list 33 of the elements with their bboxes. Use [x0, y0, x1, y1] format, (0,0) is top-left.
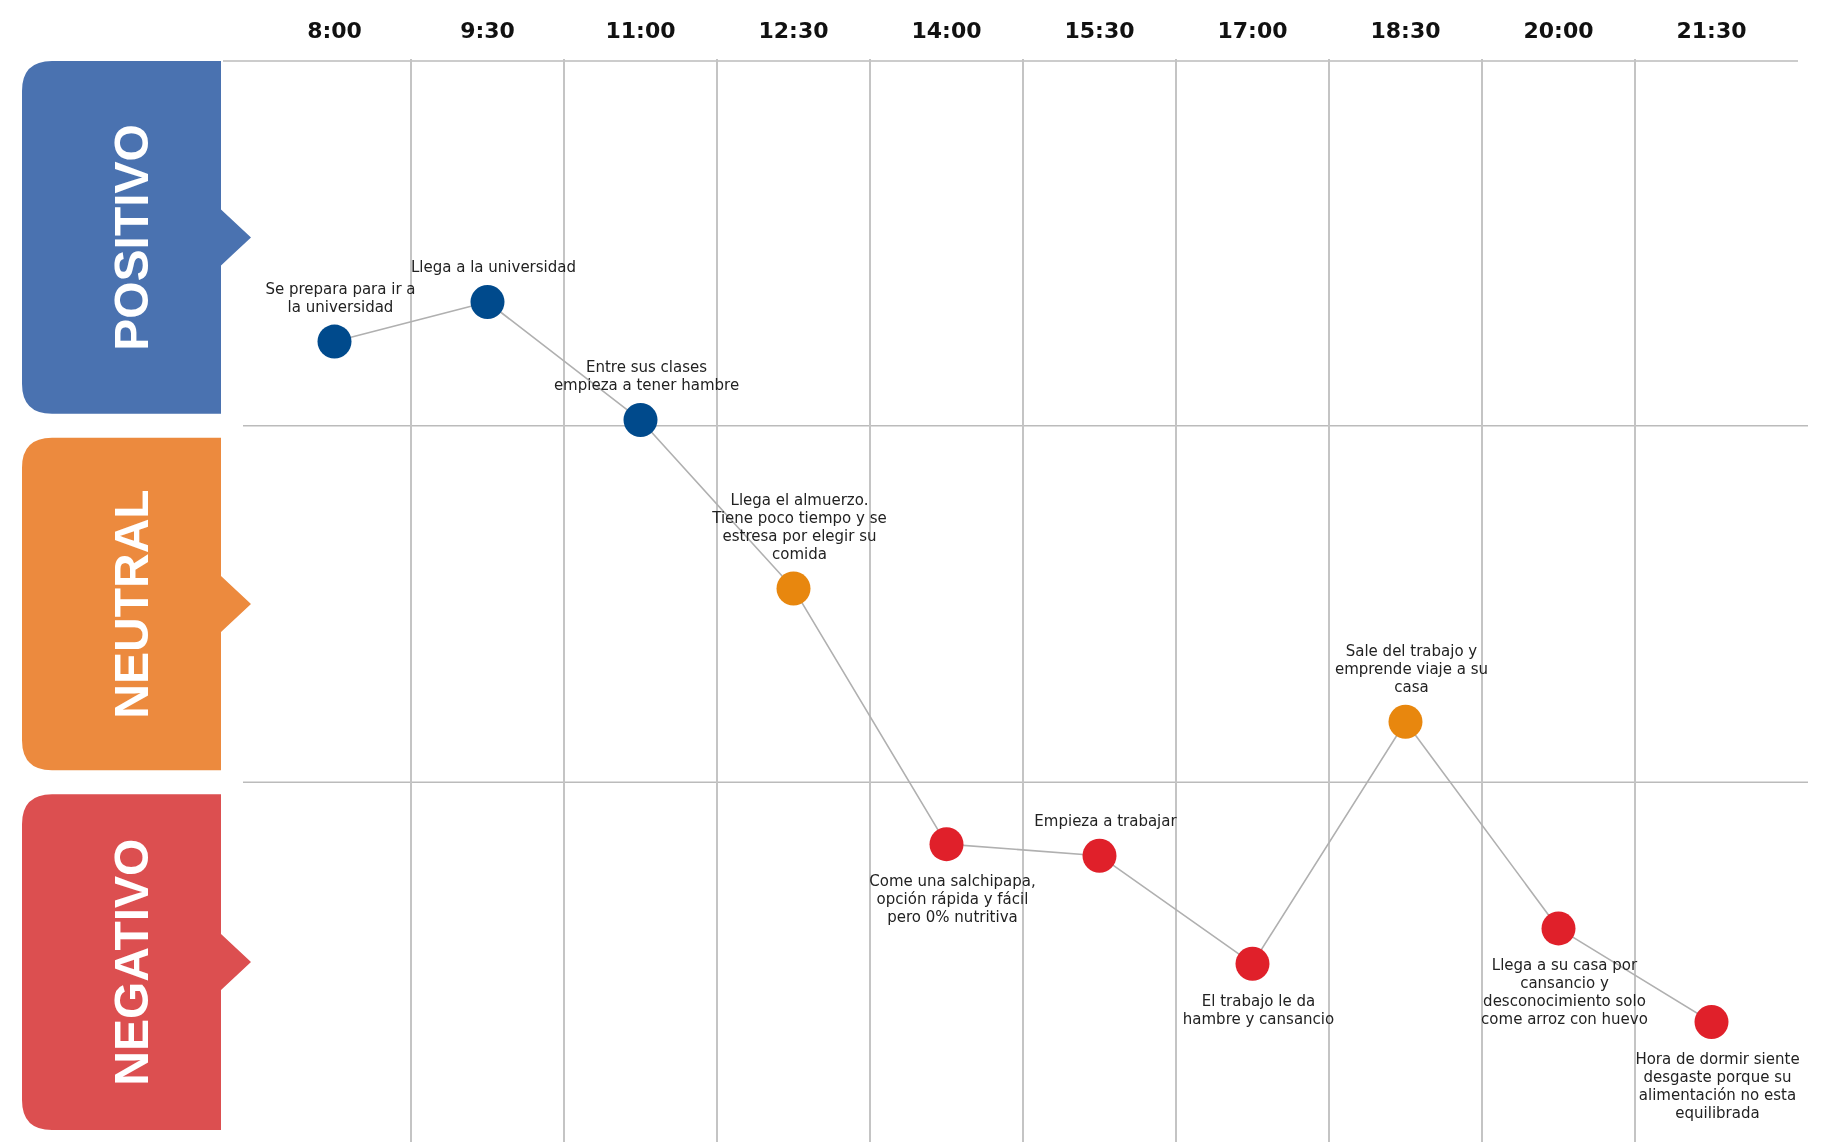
annotation: Llega el almuerzo. Tiene poco tiempo y se estresa por elegir su comida [711, 490, 887, 563]
point [776, 571, 811, 606]
point [1694, 1005, 1729, 1039]
text: POSITIVO [105, 124, 158, 351]
annotation: Sale del trabajo y emprende viaje a su casa [1334, 641, 1489, 696]
point [1082, 838, 1117, 873]
annotation: Llega a su casa por cansancio y desconocimiento solo come arroz con huevo [1481, 956, 1648, 1029]
annotation: El trabajo le da hambre y cansancio [1182, 991, 1335, 1028]
x-tick-label: 14:00 [911, 18, 982, 43]
point [623, 403, 658, 438]
annotation: Empieza a trabajar [1034, 811, 1178, 830]
annotation: Entre sus clases empieza a tener hambre [553, 358, 740, 395]
x-tick-label: 11:00 [605, 18, 676, 43]
text: NEGATIVO [105, 838, 158, 1086]
point [1541, 911, 1576, 946]
point [317, 324, 352, 359]
x-tick-label: 8:00 [307, 18, 362, 43]
annotation: Llega a la universidad [411, 258, 576, 276]
x-tick-label: 17:00 [1217, 18, 1288, 43]
point [1388, 704, 1423, 739]
point [1235, 946, 1270, 981]
x-tick-label: 12:30 [758, 18, 829, 43]
annotation: Hora de dormir siente desgaste porque su alimentación no esta equilibrada [1635, 1050, 1800, 1122]
x-tick-label: 21:30 [1676, 18, 1747, 43]
text: NEUTRAL [105, 489, 158, 719]
x-tick-label: 9:30 [460, 18, 515, 43]
point [929, 827, 964, 862]
annotation: Se prepara para ir a la universidad [265, 279, 416, 316]
x-tick-label: 15:30 [1064, 18, 1135, 43]
point [470, 285, 505, 319]
annotation: Come una salchipapa, opción rápida y fácil pero 0% nutritiva [869, 872, 1036, 927]
x-tick-label: 18:30 [1370, 18, 1441, 43]
x-tick-label: 20:00 [1523, 18, 1594, 43]
